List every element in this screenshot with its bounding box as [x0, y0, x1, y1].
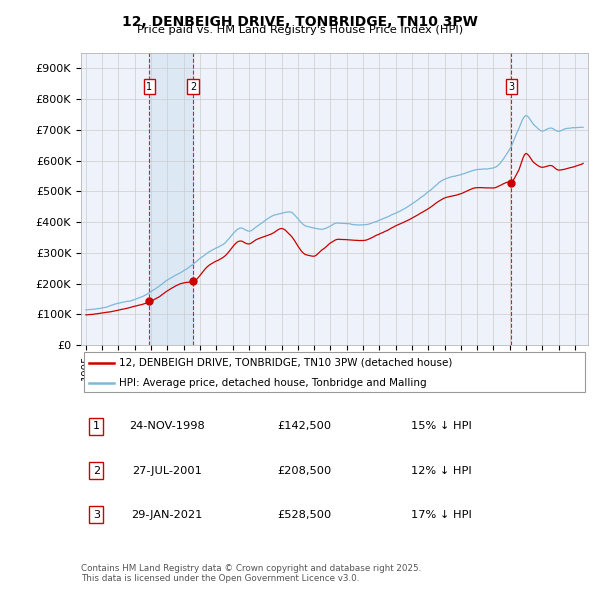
Text: 17% ↓ HPI: 17% ↓ HPI [410, 510, 472, 520]
FancyBboxPatch shape [83, 352, 586, 392]
Text: £142,500: £142,500 [277, 421, 331, 431]
Text: 1: 1 [146, 82, 152, 92]
Text: 2: 2 [190, 82, 196, 92]
Text: HPI: Average price, detached house, Tonbridge and Malling: HPI: Average price, detached house, Tonb… [119, 378, 427, 388]
Text: £528,500: £528,500 [277, 510, 331, 520]
Text: 24-NOV-1998: 24-NOV-1998 [130, 421, 205, 431]
Text: 27-JUL-2001: 27-JUL-2001 [132, 466, 202, 476]
Text: 12, DENBEIGH DRIVE, TONBRIDGE, TN10 3PW (detached house): 12, DENBEIGH DRIVE, TONBRIDGE, TN10 3PW … [119, 358, 452, 368]
Text: 15% ↓ HPI: 15% ↓ HPI [410, 421, 472, 431]
Text: Contains HM Land Registry data © Crown copyright and database right 2025.
This d: Contains HM Land Registry data © Crown c… [81, 563, 421, 583]
Text: 12, DENBEIGH DRIVE, TONBRIDGE, TN10 3PW: 12, DENBEIGH DRIVE, TONBRIDGE, TN10 3PW [122, 15, 478, 29]
Text: £208,500: £208,500 [277, 466, 331, 476]
Text: 2: 2 [92, 466, 100, 476]
Text: 29-JAN-2021: 29-JAN-2021 [131, 510, 203, 520]
Text: 12% ↓ HPI: 12% ↓ HPI [410, 466, 472, 476]
Text: Price paid vs. HM Land Registry's House Price Index (HPI): Price paid vs. HM Land Registry's House … [137, 25, 463, 35]
Text: 1: 1 [93, 421, 100, 431]
Bar [149, 53, 193, 345]
Text: 3: 3 [93, 510, 100, 520]
Text: 3: 3 [508, 82, 514, 92]
